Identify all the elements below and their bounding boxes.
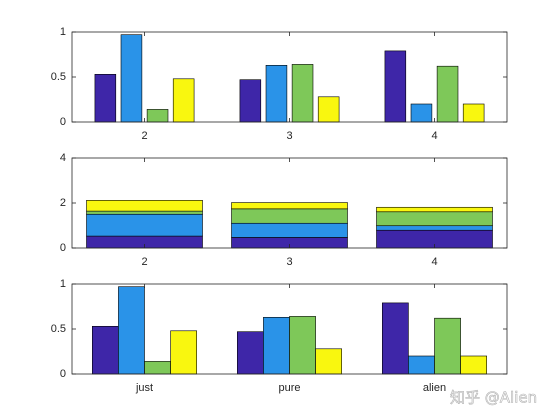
bar xyxy=(146,109,169,123)
watermark: 知乎 @Alien xyxy=(450,389,537,407)
bar xyxy=(462,103,485,123)
bar-segment xyxy=(86,213,203,237)
bar xyxy=(317,96,340,123)
x-tick-label: 4 xyxy=(431,256,437,268)
bar xyxy=(460,355,488,375)
x-tick-label: 4 xyxy=(431,130,437,142)
y-tick-label: 0.5 xyxy=(51,323,66,335)
bar xyxy=(291,64,314,123)
bar xyxy=(265,65,288,123)
bar-segment xyxy=(231,208,348,224)
y-tick-label: 0 xyxy=(60,116,66,128)
bar-segment xyxy=(376,206,493,213)
bar xyxy=(381,302,409,375)
x-tick-label: just xyxy=(135,382,153,394)
y-tick-label: 0 xyxy=(60,368,66,380)
bar-segment xyxy=(231,222,348,238)
x-tick-label: pure xyxy=(278,382,300,394)
bar xyxy=(94,74,117,123)
bar xyxy=(410,103,433,123)
x-tick-label: 2 xyxy=(141,256,147,268)
bar xyxy=(92,325,119,375)
bar xyxy=(172,78,195,123)
bar xyxy=(120,34,143,123)
bar xyxy=(315,348,343,375)
bar xyxy=(289,316,316,375)
bar xyxy=(436,65,459,123)
y-tick-label: 4 xyxy=(60,152,66,164)
bar xyxy=(239,79,262,123)
y-tick-label: 0.5 xyxy=(51,71,66,83)
y-tick-label: 2 xyxy=(60,197,66,209)
bar xyxy=(170,330,198,375)
x-tick-label: 3 xyxy=(286,130,292,142)
bar-segment xyxy=(86,210,203,215)
bar xyxy=(144,361,171,375)
bar xyxy=(237,331,264,375)
x-tick-label: 2 xyxy=(141,130,147,142)
y-tick-label: 1 xyxy=(60,278,66,290)
bar-segment xyxy=(376,211,493,227)
y-tick-label: 0 xyxy=(60,242,66,254)
y-tick-label: 1 xyxy=(60,26,66,38)
x-tick-label: 3 xyxy=(286,256,292,268)
bar xyxy=(118,286,145,375)
bar xyxy=(384,50,407,123)
bar xyxy=(434,317,461,375)
bar xyxy=(263,316,290,375)
x-tick-label: alien xyxy=(423,382,446,394)
bar-segment xyxy=(376,225,493,231)
bar-segment xyxy=(231,202,348,210)
bar-segment xyxy=(86,200,203,212)
bar xyxy=(408,355,435,375)
